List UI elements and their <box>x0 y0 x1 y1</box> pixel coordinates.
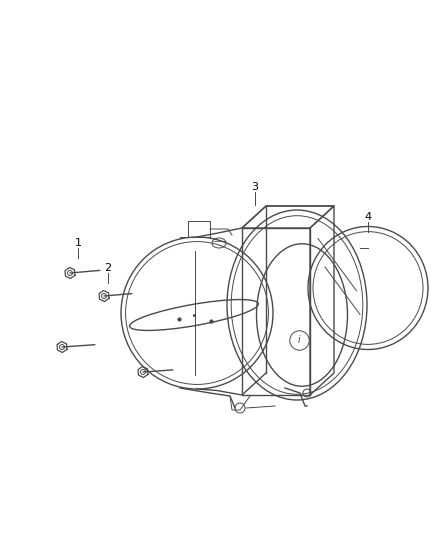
Text: i: i <box>298 335 300 345</box>
Text: 1: 1 <box>74 238 81 248</box>
Text: 2: 2 <box>104 263 112 273</box>
Text: 3: 3 <box>251 182 258 192</box>
Text: 4: 4 <box>364 212 371 222</box>
